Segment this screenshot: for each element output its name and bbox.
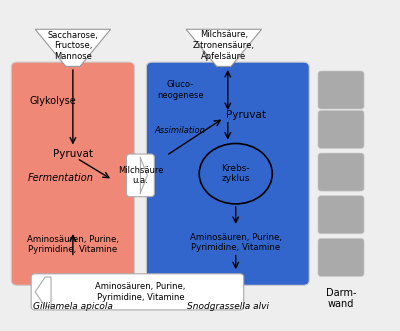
FancyBboxPatch shape <box>318 196 364 234</box>
Text: Gilliamela apicola: Gilliamela apicola <box>33 302 113 311</box>
Text: Aminosäuren, Purine,
Pyrimidine, Vitamine: Aminosäuren, Purine, Pyrimidine, Vitamin… <box>190 233 282 252</box>
Text: Fermentation: Fermentation <box>28 173 94 183</box>
Text: Pyruvat: Pyruvat <box>53 149 93 159</box>
FancyBboxPatch shape <box>318 71 364 109</box>
FancyBboxPatch shape <box>126 154 154 197</box>
Text: Aminosäuren, Purine,
Pyrimidine, Vitamine: Aminosäuren, Purine, Pyrimidine, Vitamin… <box>95 282 186 302</box>
Text: Glykolyse: Glykolyse <box>30 97 76 107</box>
FancyBboxPatch shape <box>318 153 364 191</box>
Text: Pyruvat: Pyruvat <box>226 110 266 119</box>
Text: Assimilation: Assimilation <box>155 125 206 135</box>
Text: Aminosäuren, Purine,
Pyrimidine, Vitamine: Aminosäuren, Purine, Pyrimidine, Vitamin… <box>27 235 119 254</box>
FancyBboxPatch shape <box>11 62 134 285</box>
Text: Milchsäure,
Zitronensäure,
Äpfelsäure: Milchsäure, Zitronensäure, Äpfelsäure <box>193 30 255 61</box>
Text: Saccharose,
Fructose,
Mannose: Saccharose, Fructose, Mannose <box>48 31 98 61</box>
Polygon shape <box>186 29 262 67</box>
Text: Snodgrassella alvi: Snodgrassella alvi <box>187 302 269 311</box>
Text: Krebs-
zyklus: Krebs- zyklus <box>222 164 250 183</box>
Text: Darm-
wand: Darm- wand <box>326 288 356 309</box>
Text: Gluco-
neogenese: Gluco- neogenese <box>157 80 204 100</box>
FancyBboxPatch shape <box>31 274 244 310</box>
Text: Milchsäure
u.a.: Milchsäure u.a. <box>118 166 163 185</box>
FancyBboxPatch shape <box>318 110 364 148</box>
FancyArrow shape <box>140 157 147 193</box>
Polygon shape <box>35 29 111 67</box>
FancyArrow shape <box>35 277 51 307</box>
FancyBboxPatch shape <box>146 62 309 285</box>
FancyBboxPatch shape <box>318 238 364 276</box>
